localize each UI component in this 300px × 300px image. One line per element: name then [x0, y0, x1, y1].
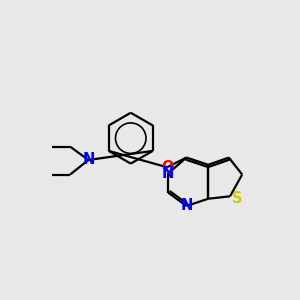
Text: S: S [232, 191, 243, 206]
Text: O: O [161, 160, 173, 175]
Text: N: N [162, 166, 175, 181]
Text: N: N [82, 152, 94, 167]
Text: N: N [180, 199, 193, 214]
